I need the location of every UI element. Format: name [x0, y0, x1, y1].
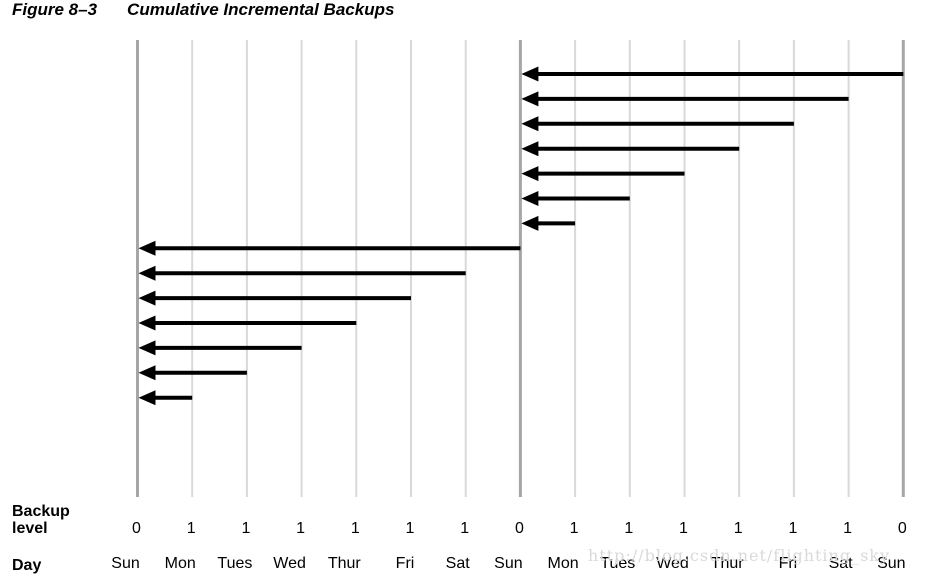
- day-value: Mon: [164, 555, 196, 572]
- backup-arrow: [138, 290, 411, 306]
- backup-level-value: 0: [514, 520, 524, 537]
- backup-arrows: [138, 66, 904, 406]
- backup-level-value: 1: [241, 520, 251, 537]
- backup-arrow: [521, 141, 740, 157]
- arrowhead: [138, 390, 156, 406]
- arrowhead: [521, 191, 539, 206]
- backup-arrow: [138, 265, 466, 281]
- figure-number: Figure 8–3: [12, 0, 98, 19]
- day-value: Sun: [877, 555, 906, 572]
- arrowhead: [521, 215, 539, 231]
- backup-arrow: [138, 315, 357, 331]
- backup-arrow: [138, 240, 521, 256]
- backup-level-value: 0: [132, 520, 141, 537]
- backup-level-value: 1: [460, 520, 470, 537]
- figure-caption: Cumulative Incremental Backups: [127, 0, 395, 19]
- backup-arrow: [521, 91, 849, 107]
- day-label: Day: [12, 557, 42, 574]
- backup-level-value: 1: [733, 520, 743, 537]
- day-value: Wed: [273, 555, 306, 572]
- day-value: Thur: [327, 555, 361, 572]
- backup-level-value: 1: [350, 520, 360, 537]
- day-value: Fri: [395, 555, 415, 572]
- day-value: Sun: [111, 555, 140, 572]
- arrowhead: [138, 265, 156, 281]
- backup-level-value: 1: [569, 520, 579, 537]
- arrowhead: [138, 340, 156, 356]
- day-value: Fri: [778, 555, 798, 572]
- arrowhead: [521, 116, 539, 132]
- arrowhead: [138, 315, 156, 331]
- day-value: Sat: [445, 555, 470, 572]
- backup-level-label-line2: level: [12, 520, 48, 537]
- backup-level-value: 1: [679, 520, 688, 537]
- backup-arrow: [521, 191, 630, 206]
- arrowhead: [138, 290, 156, 306]
- backup-level-value: 1: [186, 520, 196, 537]
- backup-level-value: 1: [788, 520, 798, 537]
- backup-arrow: [521, 66, 904, 82]
- backup-arrow: [138, 365, 247, 381]
- backup-level-label: Backup level: [12, 503, 70, 537]
- backup-arrow: [521, 166, 685, 182]
- day-value: Thur: [710, 555, 744, 572]
- backup-arrow: [138, 390, 193, 406]
- arrowhead: [521, 91, 539, 107]
- watermark: http://blog.csdn.net/flighting_sky: [588, 546, 891, 565]
- arrowhead: [521, 66, 539, 82]
- arrowhead: [521, 166, 539, 182]
- arrowhead: [521, 141, 539, 157]
- backup-arrow: [521, 215, 576, 231]
- day-grid-lines: [136, 40, 905, 497]
- arrowhead: [138, 365, 156, 381]
- day-value: Wed: [656, 555, 689, 572]
- backup-level-value: 1: [843, 520, 853, 537]
- backup-level-value: 1: [405, 520, 415, 537]
- backup-level-label-line1: Backup: [12, 503, 70, 520]
- day-value: Tues: [600, 555, 636, 572]
- day-value: Sat: [828, 555, 853, 572]
- backup-arrow: [521, 116, 794, 132]
- figure-title: Figure 8–3 Cumulative Incremental Backups: [12, 0, 394, 20]
- backup-level-value: 1: [296, 520, 306, 537]
- backup-level-value: 0: [897, 520, 907, 537]
- day-value: Tues: [217, 555, 253, 572]
- day-value: Mon: [547, 555, 579, 572]
- day-value: Sun: [494, 555, 523, 572]
- backup-level-value: 1: [624, 520, 634, 537]
- arrowhead: [138, 240, 156, 256]
- backup-arrow: [138, 340, 302, 356]
